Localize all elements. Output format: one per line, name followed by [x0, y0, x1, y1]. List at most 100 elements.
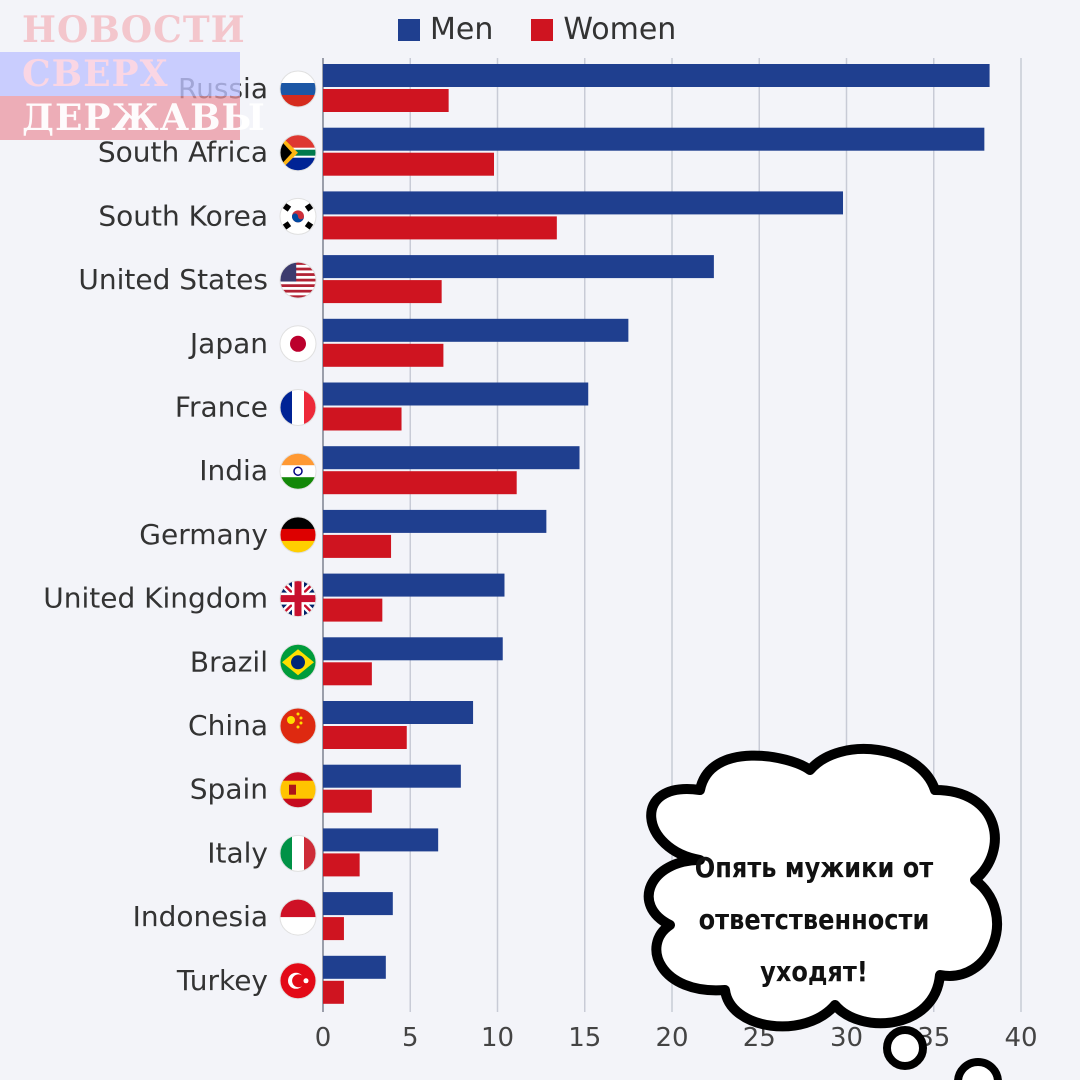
flag-stripe	[280, 83, 316, 96]
category-label: South Africa	[98, 136, 268, 169]
x-tick-label: 15	[568, 1023, 601, 1053]
bars	[323, 64, 990, 1004]
legend-label-women: Women	[563, 12, 677, 47]
flag-rim	[279, 389, 317, 426]
flag-indonesia-icon	[279, 898, 317, 936]
flag-stripe	[292, 389, 305, 426]
flag-emblem	[293, 466, 303, 476]
legend-swatch-women	[531, 18, 554, 41]
flag-south-africa-icon	[279, 134, 317, 172]
bar-men	[323, 701, 474, 724]
bar-women	[323, 407, 402, 431]
flag-brazil-icon	[279, 643, 317, 681]
x-tick-label: 20	[655, 1023, 688, 1053]
flag-stripe	[304, 835, 316, 872]
speech-bubble-text: Опять мужики от ответственности уходят!	[685, 842, 943, 998]
bar-men	[323, 64, 990, 87]
flag-turkey-icon	[279, 962, 317, 1000]
bar-men	[323, 573, 505, 597]
flag-stripe	[280, 289, 316, 294]
flag-body	[280, 962, 316, 999]
flag-stripe	[280, 389, 293, 426]
speech-bubble-dot-large	[883, 1026, 927, 1070]
category-label: South Korea	[98, 199, 268, 232]
watermark-line-1: НОВОСТИ	[22, 9, 246, 51]
flag-rim	[279, 962, 317, 1000]
bar-men	[323, 255, 714, 279]
bar-women	[323, 152, 495, 176]
flag-united-states-icon	[279, 261, 317, 299]
category-label: Italy	[207, 836, 268, 869]
bar-women	[323, 980, 344, 1004]
flag-stripe	[280, 295, 316, 299]
x-tick-label: 0	[315, 1023, 332, 1053]
category-label: Brazil	[190, 645, 268, 678]
flag-stripe	[280, 292, 316, 296]
bar-men	[323, 955, 386, 979]
x-tick-labels: 0 5 10 15 20 25 30 35 40	[315, 1023, 1038, 1053]
category-label: Japan	[188, 327, 268, 360]
flag-crescent	[292, 974, 305, 988]
flag-stripe	[280, 71, 316, 84]
flag-stripe	[280, 284, 316, 288]
flag-russia-icon	[279, 70, 317, 108]
flag-trigram	[282, 221, 292, 230]
flag-rim	[279, 70, 317, 108]
category-label: Turkey	[176, 964, 268, 997]
flag-france-icon	[279, 389, 317, 426]
flag-stripe	[280, 899, 316, 918]
x-tick-label: 5	[402, 1023, 419, 1053]
category-label: Germany	[139, 518, 268, 551]
flag-stripe	[280, 453, 316, 466]
flag-body	[280, 134, 316, 171]
speech-bubble-shape	[643, 744, 1003, 1032]
flag-japan-icon	[279, 325, 317, 363]
flag-rim	[279, 834, 317, 872]
flag-body	[280, 771, 316, 808]
flag-china-icon	[279, 707, 317, 745]
bar-women	[323, 216, 557, 240]
speech-bubble	[643, 744, 1003, 1080]
speech-bubble-dot-small	[954, 1058, 1002, 1080]
flag-star	[296, 725, 300, 729]
legend: Men Women	[398, 12, 702, 47]
flag-rim	[279, 197, 317, 235]
bar-women	[323, 598, 383, 622]
flag-stripe	[304, 389, 316, 426]
flag-body	[280, 644, 316, 681]
watermark-line-2: СВЕРХ	[0, 52, 240, 96]
category-label: France	[175, 391, 268, 424]
flag-stripe	[280, 835, 293, 872]
flag-stripe	[280, 917, 316, 936]
bar-women	[323, 853, 360, 877]
category-label: India	[199, 454, 268, 487]
category-label: China	[188, 709, 268, 742]
speech-bubble-line-2: ответственности	[698, 903, 930, 936]
flag-emblem	[290, 335, 306, 352]
flag-stripe	[280, 287, 316, 291]
bar-women	[323, 280, 442, 304]
flag-rim	[279, 898, 317, 936]
category-label: United Kingdom	[43, 582, 268, 615]
flag-trigram	[282, 203, 292, 212]
flag-stripe	[280, 278, 316, 282]
bar-women	[323, 89, 449, 112]
bar-men	[323, 764, 461, 788]
bar-women	[323, 917, 344, 941]
flag-body	[280, 198, 316, 235]
flag-icons	[279, 70, 317, 1000]
flag-body	[280, 708, 316, 744]
flag-body	[280, 835, 316, 872]
speech-bubble-line-3: уходят!	[760, 955, 868, 988]
bar-men	[323, 318, 629, 342]
flag-body	[280, 71, 316, 107]
flag-rim	[279, 325, 317, 363]
flag-trigram	[304, 203, 314, 212]
flag-stripe	[280, 264, 316, 269]
flag-body	[280, 516, 316, 553]
flag-rim	[279, 134, 317, 172]
flag-stripe	[292, 835, 305, 872]
flag-united-kingdom-icon	[279, 580, 317, 618]
flag-stripe	[280, 528, 316, 542]
bar-women	[323, 471, 517, 495]
